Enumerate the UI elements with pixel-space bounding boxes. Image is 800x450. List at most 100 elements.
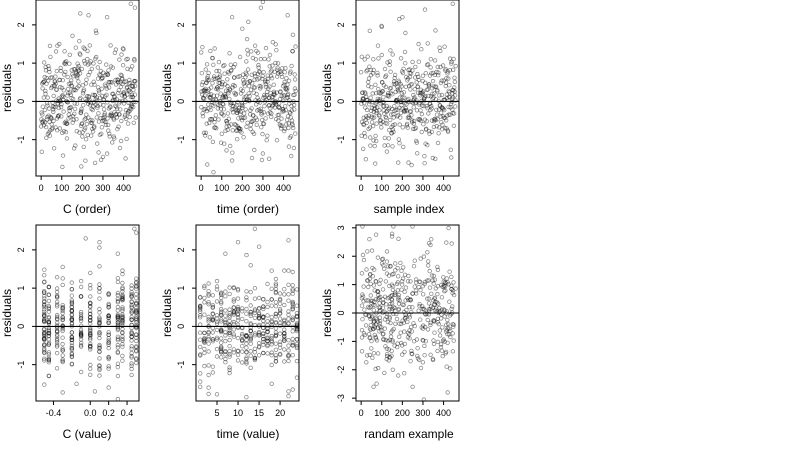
data-point xyxy=(88,343,93,349)
data-point xyxy=(252,71,257,76)
data-point xyxy=(72,87,77,92)
data-point xyxy=(449,59,454,65)
data-point xyxy=(197,295,203,300)
data-point xyxy=(227,87,233,93)
data-point xyxy=(97,286,102,291)
data-point xyxy=(388,264,393,269)
data-point xyxy=(265,319,270,324)
data-point xyxy=(381,331,386,336)
data-point xyxy=(444,364,449,369)
data-point xyxy=(411,264,417,269)
data-point xyxy=(450,291,455,296)
data-point xyxy=(82,61,88,66)
data-point xyxy=(399,91,405,96)
data-point xyxy=(280,106,286,112)
data-point xyxy=(375,289,380,294)
data-point xyxy=(112,136,117,141)
data-point xyxy=(375,105,380,110)
data-point xyxy=(42,316,47,322)
data-point xyxy=(234,103,239,108)
data-point xyxy=(244,298,249,303)
data-point xyxy=(62,60,68,65)
data-point xyxy=(60,317,65,322)
data-point xyxy=(67,105,73,110)
data-point xyxy=(54,340,60,345)
data-point xyxy=(112,94,117,99)
data-point xyxy=(294,303,300,308)
data-point xyxy=(265,73,270,78)
data-point xyxy=(106,355,111,360)
data-point xyxy=(283,103,288,109)
data-point xyxy=(218,299,224,305)
data-point xyxy=(287,135,293,140)
data-point xyxy=(129,299,134,304)
data-point xyxy=(68,81,73,86)
data-point xyxy=(371,320,376,325)
data-point xyxy=(375,43,381,48)
data-point xyxy=(257,69,262,74)
data-point xyxy=(46,284,52,290)
data-point xyxy=(41,95,46,100)
data-point xyxy=(373,161,378,166)
data-point xyxy=(417,102,422,107)
data-point xyxy=(122,114,127,119)
data-point xyxy=(115,334,121,339)
data-point xyxy=(69,312,75,318)
data-point xyxy=(134,320,139,325)
data-point xyxy=(120,342,125,347)
data-point xyxy=(438,64,443,70)
data-point xyxy=(100,93,105,99)
data-point xyxy=(421,397,427,402)
data-point xyxy=(397,334,402,339)
data-point xyxy=(103,62,109,67)
data-point xyxy=(43,88,48,94)
data-point xyxy=(78,52,83,57)
data-point xyxy=(78,340,84,346)
x-axis-title: randam example xyxy=(364,427,454,441)
data-point xyxy=(418,317,423,322)
data-point xyxy=(382,143,387,148)
data-point xyxy=(89,66,94,72)
data-point xyxy=(259,124,264,130)
data-point xyxy=(221,102,226,107)
data-point xyxy=(442,280,448,285)
data-point xyxy=(367,314,372,319)
data-point xyxy=(435,320,440,325)
data-point xyxy=(57,98,63,103)
data-point xyxy=(410,351,415,357)
data-point xyxy=(46,357,52,362)
data-point xyxy=(265,79,270,84)
data-point xyxy=(294,287,300,292)
data-point xyxy=(46,66,52,72)
data-point xyxy=(252,310,258,316)
data-point xyxy=(360,224,365,229)
data-point xyxy=(435,267,441,272)
data-point xyxy=(120,358,125,363)
y-tick-label: 1 xyxy=(336,61,346,66)
data-point xyxy=(258,5,264,10)
data-point xyxy=(440,338,446,343)
data-point xyxy=(46,292,52,298)
data-point xyxy=(405,330,411,335)
data-point xyxy=(42,332,47,337)
data-point xyxy=(272,105,278,110)
data-point xyxy=(83,158,88,163)
data-point xyxy=(288,110,293,116)
data-point xyxy=(48,75,53,80)
data-point xyxy=(361,284,366,289)
data-point xyxy=(129,299,134,305)
data-point xyxy=(201,130,207,135)
data-point xyxy=(202,339,207,345)
data-point xyxy=(428,242,433,248)
data-point xyxy=(231,319,236,325)
data-point xyxy=(405,319,410,325)
data-point xyxy=(115,316,121,321)
data-point xyxy=(445,390,450,395)
data-point xyxy=(115,364,120,370)
data-point xyxy=(403,105,408,111)
data-point xyxy=(223,349,228,355)
data-point xyxy=(292,86,298,91)
data-point xyxy=(42,348,47,353)
data-point xyxy=(262,103,267,109)
data-point xyxy=(206,336,211,342)
